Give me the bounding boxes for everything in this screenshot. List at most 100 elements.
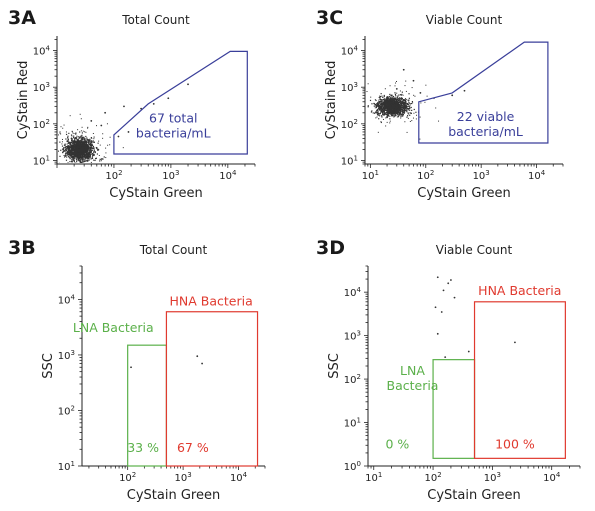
halo-point: [92, 171, 93, 172]
cluster-point: [82, 150, 84, 153]
cluster-point: [388, 105, 391, 108]
cluster-point: [67, 153, 69, 155]
halo-point: [67, 155, 69, 157]
cluster-point: [388, 105, 390, 107]
cluster-point: [380, 109, 382, 111]
cluster-point: [389, 118, 391, 120]
cluster-point: [408, 107, 410, 110]
halo-point: [59, 165, 60, 166]
cluster-point: [81, 156, 84, 158]
cluster-point: [394, 106, 396, 108]
cluster-point: [380, 100, 382, 102]
cluster-point: [411, 100, 414, 103]
halo-point: [67, 138, 69, 140]
cluster-point: [69, 154, 71, 156]
cluster-point: [81, 134, 83, 136]
cluster-point: [67, 135, 69, 137]
cluster-point: [82, 158, 84, 160]
cluster-point: [394, 113, 396, 116]
cluster-point: [399, 112, 401, 114]
cluster-point: [387, 101, 389, 103]
event-dots: [130, 355, 203, 369]
x-tick-label: 102: [105, 169, 122, 182]
panel-letter: 3A: [8, 7, 36, 29]
cluster-point: [67, 136, 69, 139]
cluster-point: [103, 156, 105, 158]
cluster-point: [79, 136, 82, 138]
cluster-point: [80, 150, 82, 152]
halo-point: [72, 195, 73, 196]
cluster-point: [390, 95, 392, 97]
cluster-point: [72, 149, 74, 151]
halo-point: [61, 138, 63, 140]
halo-point: [389, 115, 391, 117]
cluster-point: [403, 106, 405, 108]
halo-point: [396, 101, 398, 103]
cluster-point: [83, 136, 85, 138]
halo-point: [388, 115, 390, 117]
cluster-point: [397, 113, 399, 115]
cluster-point: [79, 151, 82, 153]
cluster-point: [82, 155, 84, 157]
cluster-point: [400, 116, 402, 118]
cluster-point: [66, 145, 69, 148]
cluster-point: [96, 147, 98, 150]
halo-point: [77, 154, 79, 156]
cluster-point: [76, 135, 78, 137]
cluster-point: [75, 137, 77, 140]
halo-point: [67, 151, 69, 153]
cluster-point: [74, 148, 76, 151]
x-tick-label: 101: [365, 471, 382, 484]
cluster-point: [87, 145, 90, 147]
cluster-point: [77, 149, 80, 151]
cluster-point: [71, 146, 74, 148]
cluster-point: [385, 113, 387, 115]
halo-point: [47, 151, 48, 152]
cluster-point: [64, 155, 67, 157]
cluster-point: [75, 137, 77, 139]
cluster-point: [68, 156, 70, 158]
cluster-point: [397, 107, 399, 109]
cluster-point: [383, 101, 385, 103]
cluster-point: [82, 147, 84, 149]
cluster-point: [377, 104, 379, 107]
halo-point: [72, 166, 73, 167]
cluster-point: [77, 140, 79, 142]
cluster-point: [86, 139, 88, 141]
cluster-point: [66, 146, 68, 148]
cluster-point: [82, 137, 84, 140]
cluster-point: [393, 97, 396, 99]
halo-point: [396, 103, 398, 105]
cluster-point: [78, 144, 80, 146]
cluster-point: [75, 157, 77, 159]
cluster-point: [75, 158, 77, 160]
halo-point: [389, 111, 391, 113]
cluster-point: [375, 99, 377, 102]
cluster-point: [398, 101, 400, 104]
cluster-point: [387, 108, 389, 110]
halo-point: [93, 181, 94, 182]
halo-point: [102, 158, 104, 160]
cluster-point: [400, 114, 402, 116]
panel-3d: 3D Viable Count 101 102 103 104 100 101 102 103 10…: [316, 237, 581, 503]
lna-gate-label: LNA Bacteria: [73, 320, 154, 335]
cluster-point: [383, 98, 385, 101]
cluster-point: [394, 92, 396, 94]
halo-point: [389, 108, 391, 110]
cluster-point: [83, 156, 86, 158]
cluster-point: [87, 144, 89, 146]
halo-point: [407, 117, 409, 119]
cluster-point: [397, 116, 399, 118]
cluster-point: [74, 138, 76, 140]
cluster-point: [92, 141, 94, 143]
cluster-point: [85, 142, 88, 144]
cluster-point: [93, 148, 95, 150]
cluster-point: [93, 152, 95, 154]
halo-point: [405, 80, 407, 82]
halo-point: [102, 133, 104, 135]
cluster-point: [398, 100, 400, 102]
cluster-point: [385, 104, 387, 106]
cluster-point: [399, 111, 402, 114]
cluster-point: [380, 103, 382, 105]
cluster-point: [71, 155, 73, 157]
